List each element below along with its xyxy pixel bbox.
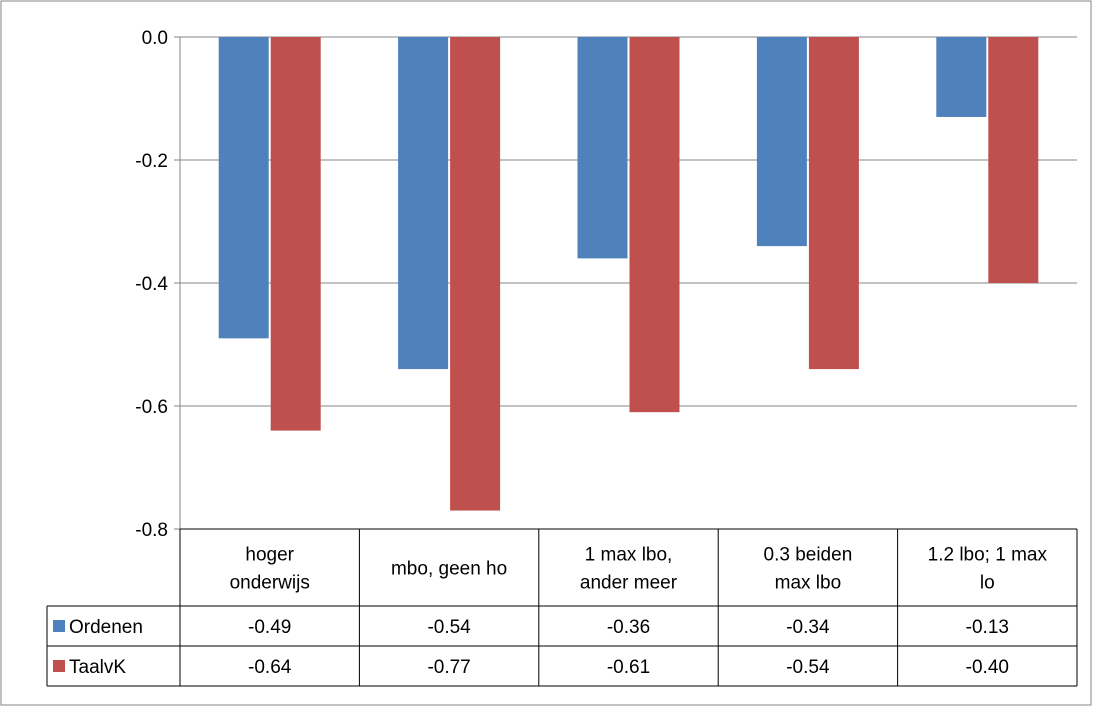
value-cell: -0.49 xyxy=(248,617,291,638)
value-cell: -0.64 xyxy=(248,657,292,678)
bar-ordenen xyxy=(577,37,628,259)
value-cell: -0.54 xyxy=(427,617,471,638)
legend-key-taalvk xyxy=(53,660,65,672)
bars xyxy=(218,37,1039,511)
value-cell: -0.13 xyxy=(966,617,1009,638)
bar-taalvk xyxy=(270,37,321,431)
data-table: hoger onderwijs mbo, geen ho 1 max lbo, ande… xyxy=(46,528,1078,687)
category-label: ander meer xyxy=(580,573,678,594)
category-label: mbo, geen ho xyxy=(391,559,507,580)
bar-ordenen xyxy=(218,37,269,339)
value-cell: -0.40 xyxy=(966,657,1009,678)
value-cell: -0.36 xyxy=(607,617,650,638)
bar-taalvk xyxy=(988,37,1039,283)
value-cell: -0.61 xyxy=(607,657,650,678)
y-tick-label: -0.6 xyxy=(135,397,168,418)
y-tick-label: 0.0 xyxy=(142,28,168,49)
bar-taalvk xyxy=(808,37,859,370)
legend-key-ordenen xyxy=(53,620,65,632)
y-tick-label: -0.4 xyxy=(135,274,168,295)
y-tick-label: -0.2 xyxy=(135,151,168,172)
category-label: 1.2 lbo; 1 max xyxy=(928,545,1048,566)
category-label: max lbo xyxy=(775,573,842,594)
series-name: TaalvK xyxy=(69,657,126,678)
bar-ordenen xyxy=(398,37,449,370)
category-label: lo xyxy=(980,573,995,594)
series-name: Ordenen xyxy=(69,617,143,638)
bar-ordenen xyxy=(756,37,807,247)
bar-ordenen xyxy=(936,37,987,117)
category-label: hoger xyxy=(245,545,294,566)
value-cell: -0.77 xyxy=(427,657,470,678)
y-tick-label: -0.8 xyxy=(135,520,168,541)
category-label: 1 max lbo, xyxy=(585,545,673,566)
category-label: 0.3 beiden xyxy=(764,545,853,566)
bar-taalvk xyxy=(450,37,501,511)
axes: 0.0 -0.2 -0.4 -0.6 -0.8 xyxy=(135,28,181,541)
value-cell: -0.54 xyxy=(786,657,830,678)
bar-taalvk xyxy=(629,37,680,413)
value-cell: -0.34 xyxy=(786,617,830,638)
category-label: onderwijs xyxy=(230,573,310,594)
